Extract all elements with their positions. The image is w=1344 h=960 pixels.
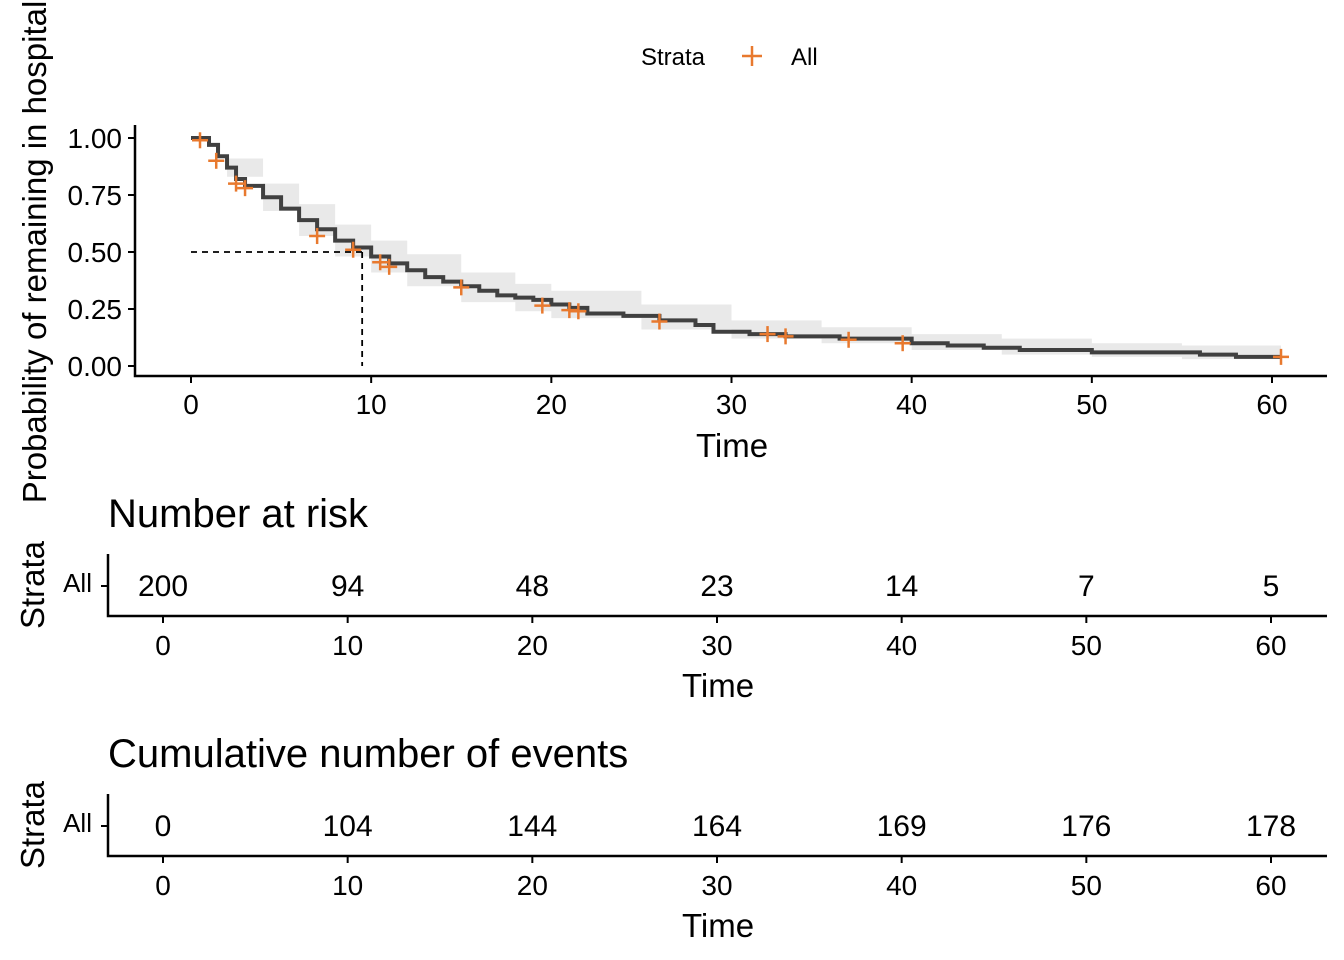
survival-plot: 0.00 0.25 0.50 0.75 1.00 0 10 20 30 40 50 60 Probab…: [16, 1, 1327, 504]
table-value: 164: [692, 810, 742, 843]
events-table-y-title: Strata: [14, 780, 51, 869]
survival-axis-lines: [133, 125, 1327, 378]
table-axis-lines: [106, 554, 1327, 618]
x-tick-label: 30: [701, 630, 732, 661]
legend-entry-all: All: [791, 44, 818, 71]
x-tick-label: 20: [517, 630, 548, 661]
table-value: 0: [155, 810, 172, 843]
risk-table-axes: 0 10 20 30 40 50 60: [101, 554, 1327, 661]
table-value: 23: [700, 570, 733, 603]
x-tick-label: 20: [536, 389, 567, 420]
x-tick-label: 40: [886, 870, 917, 901]
survival-curve: [191, 136, 1282, 359]
risk-table: Number at risk Strata All 200 94 48 23 14 7 5 …: [14, 492, 1327, 704]
censor-mark: [309, 228, 326, 245]
table-value: 14: [885, 570, 918, 603]
table-value: 48: [516, 570, 549, 603]
x-tick-label: 30: [716, 389, 747, 420]
x-tick-label: 40: [886, 630, 917, 661]
censor-mark: [840, 331, 857, 348]
table-value: 7: [1078, 570, 1095, 603]
table-value: 94: [331, 570, 364, 603]
censor-mark: [1273, 348, 1290, 365]
events-table-x-title: Time: [682, 907, 754, 944]
table-value: 169: [877, 810, 927, 843]
x-tick-label: 50: [1076, 389, 1107, 420]
risk-table-strata-label: All: [63, 568, 92, 598]
x-tick-label: 0: [155, 630, 171, 661]
censor-mark: [894, 335, 911, 352]
risk-table-y-title: Strata: [14, 540, 51, 629]
censor-mark: [453, 279, 470, 296]
legend-title: Strata: [641, 44, 706, 71]
censor-mark: [651, 313, 668, 330]
x-tick-label: 60: [1255, 630, 1286, 661]
y-tick-label: 0.75: [68, 180, 123, 211]
table-value: 178: [1246, 810, 1296, 843]
table-value: 144: [507, 810, 557, 843]
table-value: 104: [323, 810, 373, 843]
legend-censor-icon: [742, 46, 762, 66]
survival-line-all: [191, 136, 1282, 359]
x-tick-label: 60: [1256, 389, 1287, 420]
table-value: 200: [138, 570, 188, 603]
censor-mark: [381, 258, 398, 275]
x-tick-label: 50: [1071, 630, 1102, 661]
censor-mark: [372, 254, 389, 271]
x-tick-label: 10: [332, 630, 363, 661]
x-tick-label: 10: [356, 389, 387, 420]
table-axis-lines: [106, 794, 1327, 858]
y-tick-label: 1.00: [68, 123, 123, 154]
x-tick-label: 0: [155, 870, 171, 901]
censor-mark: [570, 303, 587, 320]
survival-y-axis-title: Probability of remaining in hospital: [16, 1, 53, 504]
y-tick-label: 0.25: [68, 294, 123, 325]
censor-mark: [228, 175, 245, 192]
x-tick-label: 60: [1255, 870, 1286, 901]
median-lines: [191, 251, 364, 366]
censor-mark: [192, 132, 209, 149]
events-table-values: 0 104 144 164 169 176 178: [155, 810, 1296, 843]
survival-axes: 0.00 0.25 0.50 0.75 1.00 0 10 20 30 40 50 60: [68, 123, 1327, 420]
table-value: 5: [1263, 570, 1280, 603]
x-tick-label: 20: [517, 870, 548, 901]
censor-mark: [345, 241, 362, 258]
risk-table-x-title: Time: [682, 667, 754, 704]
risk-table-values: 200 94 48 23 14 7 5: [138, 570, 1279, 603]
censor-mark: [237, 180, 254, 197]
risk-table-title: Number at risk: [108, 492, 369, 536]
x-tick-label: 30: [701, 870, 732, 901]
x-tick-label: 40: [896, 389, 927, 420]
censor-mark: [534, 297, 551, 314]
censor-mark: [759, 326, 776, 343]
y-tick-label: 0.50: [68, 237, 123, 268]
y-tick-label: 0.00: [68, 351, 123, 382]
censor-marks: [192, 132, 1290, 365]
censor-mark: [777, 328, 794, 345]
legend: Strata All: [641, 44, 818, 71]
x-tick-label: 0: [183, 389, 199, 420]
censor-mark: [208, 152, 225, 169]
events-table-strata-label: All: [63, 808, 92, 838]
events-table: Cumulative number of events Strata All 0…: [14, 732, 1327, 944]
table-value: 176: [1061, 810, 1111, 843]
survival-x-axis-title: Time: [696, 427, 768, 464]
x-tick-label: 10: [332, 870, 363, 901]
x-tick-label: 50: [1071, 870, 1102, 901]
events-table-axes: 0 10 20 30 40 50 60: [101, 794, 1327, 901]
events-table-title: Cumulative number of events: [108, 732, 628, 776]
